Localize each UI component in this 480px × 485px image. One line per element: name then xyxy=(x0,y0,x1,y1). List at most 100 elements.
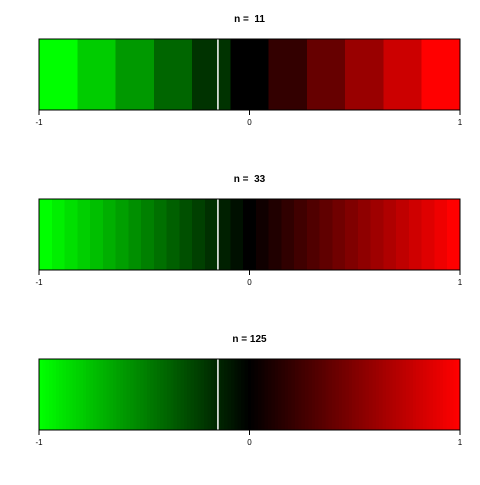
color-cell xyxy=(115,199,129,270)
color-cell xyxy=(62,359,67,430)
color-cell xyxy=(251,359,256,430)
color-cell xyxy=(294,359,299,430)
color-cell xyxy=(65,359,70,430)
color-cell xyxy=(257,359,262,430)
color-cell xyxy=(77,199,91,270)
color-cell xyxy=(294,199,308,270)
color-cell xyxy=(288,359,293,430)
color-cell xyxy=(115,39,155,110)
color-cell xyxy=(268,39,308,110)
color-cell xyxy=(136,359,141,430)
color-cell xyxy=(193,359,198,430)
x-tick-label: 0 xyxy=(247,118,252,127)
color-cell xyxy=(230,199,244,270)
color-cell xyxy=(39,199,53,270)
color-cell xyxy=(319,199,334,270)
color-cell xyxy=(244,359,249,430)
color-cell xyxy=(375,359,380,430)
color-cell xyxy=(217,359,222,430)
color-cell xyxy=(332,199,346,270)
color-cell xyxy=(59,359,64,430)
color-cell xyxy=(217,199,231,270)
color-cell xyxy=(150,359,155,430)
color-cell xyxy=(247,359,252,430)
color-cell xyxy=(55,359,60,430)
color-cell xyxy=(345,359,350,430)
color-cell xyxy=(192,39,231,110)
color-cell xyxy=(72,359,77,430)
panel-title: n = 11 xyxy=(234,14,265,25)
panel-title: n = 125 xyxy=(232,334,267,345)
color-cell xyxy=(153,359,158,430)
color-cell xyxy=(369,359,374,430)
color-cell xyxy=(291,359,296,430)
color-cell xyxy=(77,39,117,110)
color-cell xyxy=(352,359,357,430)
panel-2: n = 33 -1 0 1 xyxy=(35,174,462,287)
color-cell xyxy=(421,39,461,110)
color-cell xyxy=(358,359,363,430)
color-cell xyxy=(210,359,215,430)
color-cell xyxy=(51,199,66,270)
color-cell xyxy=(146,359,151,430)
x-tick-label: -1 xyxy=(35,118,43,127)
color-cell xyxy=(102,359,107,430)
color-cell xyxy=(385,359,390,430)
color-cell xyxy=(39,39,78,110)
color-cell xyxy=(255,199,270,270)
color-cell xyxy=(383,39,423,110)
color-cell xyxy=(335,359,340,430)
color-cell xyxy=(234,359,239,430)
color-cell xyxy=(308,359,313,430)
color-cell xyxy=(141,199,155,270)
color-cell xyxy=(143,359,148,430)
color-cell xyxy=(126,359,131,430)
color-cell xyxy=(177,359,182,430)
color-cell xyxy=(402,359,407,430)
color-cell xyxy=(214,359,219,430)
color-cell xyxy=(338,359,343,430)
color-cell xyxy=(49,359,54,430)
color-cell xyxy=(160,359,165,430)
color-cell xyxy=(163,359,168,430)
color-cell xyxy=(89,359,94,430)
color-cell xyxy=(281,199,295,270)
color-cell xyxy=(406,359,411,430)
color-cell xyxy=(166,359,171,430)
color-cell xyxy=(237,359,242,430)
color-cell xyxy=(64,199,78,270)
color-cell xyxy=(453,359,458,430)
color-cell xyxy=(439,359,444,430)
color-cell xyxy=(342,359,347,430)
color-cell xyxy=(261,359,266,430)
color-cell xyxy=(412,359,417,430)
color-cell xyxy=(227,359,232,430)
color-cell xyxy=(39,359,43,430)
color-cell xyxy=(305,359,310,430)
color-cell xyxy=(241,359,246,430)
color-cell xyxy=(123,359,128,430)
color-cell xyxy=(318,359,323,430)
color-cell xyxy=(383,199,397,270)
color-cell xyxy=(153,39,193,110)
color-cell xyxy=(220,359,225,430)
color-cell xyxy=(133,359,138,430)
color-cell xyxy=(76,359,81,430)
x-tick-label: 1 xyxy=(458,438,463,447)
color-cell xyxy=(433,359,438,430)
color-cell xyxy=(328,359,333,430)
color-cell xyxy=(45,359,50,430)
color-cell xyxy=(230,359,235,430)
color-cell xyxy=(345,199,359,270)
color-cell xyxy=(106,359,111,430)
color-cell xyxy=(268,359,272,430)
color-cell xyxy=(128,199,142,270)
color-cell xyxy=(90,199,104,270)
color-cell xyxy=(180,359,185,430)
color-cell xyxy=(166,199,180,270)
color-cell xyxy=(409,359,414,430)
color-cell xyxy=(348,359,353,430)
color-cell xyxy=(109,359,114,430)
color-cell xyxy=(436,359,441,430)
